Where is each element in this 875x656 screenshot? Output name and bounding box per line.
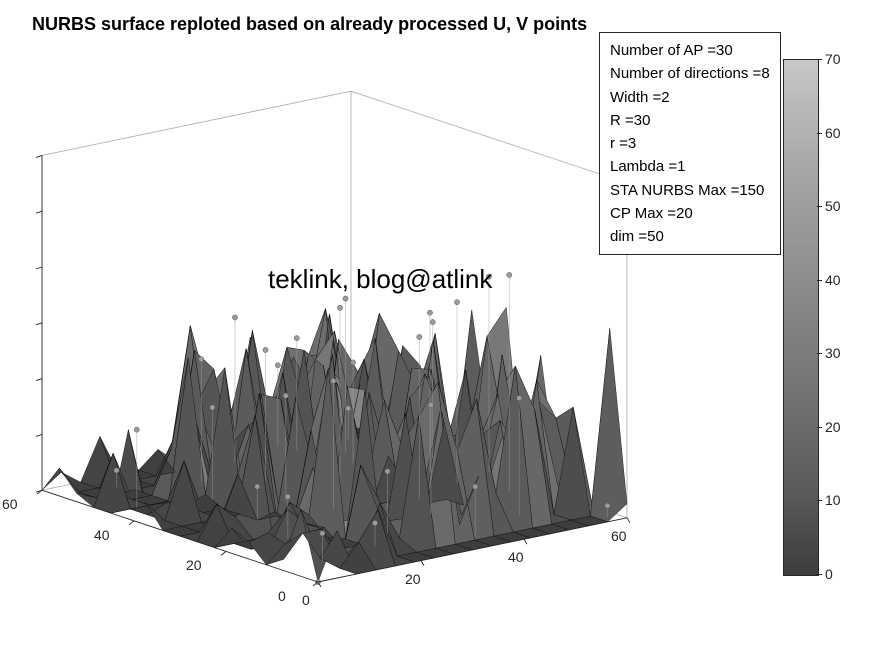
colorbar-tick-label: 30 (825, 345, 841, 361)
axis-tick-label: 20 (405, 571, 421, 587)
colorbar-tick-label: 10 (825, 492, 841, 508)
parameters-legend: Number of AP =30Number of directions =8W… (599, 32, 781, 255)
axis-tick-label: 60 (611, 528, 627, 544)
legend-item: R =30 (610, 109, 770, 132)
axis-tick-label: 40 (94, 527, 110, 543)
colorbar-tick-label: 50 (825, 198, 841, 214)
legend-item: Width =2 (610, 86, 770, 109)
colorbar-tick-label: 20 (825, 419, 841, 435)
colorbar-tick-label: 60 (825, 125, 841, 141)
legend-item: dim =50 (610, 225, 770, 248)
colorbar-tick-mark (817, 427, 822, 428)
colorbar-tick-label: 70 (825, 51, 841, 67)
colorbar-tick-label: 0 (825, 566, 833, 582)
legend-item: STA NURBS Max =150 (610, 179, 770, 202)
watermark-text: teklink, blog@atlink (268, 264, 492, 295)
legend-item: Number of AP =30 (610, 39, 770, 62)
nurbs-surface-mesh (42, 307, 627, 582)
legend-item: r =3 (610, 132, 770, 155)
colorbar (783, 59, 819, 576)
axis-tick-label: 60 (2, 496, 18, 512)
colorbar-tick-mark (817, 500, 822, 501)
colorbar-tick-mark (817, 574, 822, 575)
colorbar-tick-mark (817, 59, 822, 60)
colorbar-tick-mark (817, 206, 822, 207)
colorbar-tick-mark (817, 353, 822, 354)
axis-tick-label: 0 (302, 592, 310, 608)
figure-canvas: { "figure": { "width": 875, "height": 65… (0, 0, 875, 656)
colorbar-tick-mark (817, 280, 822, 281)
colorbar-tick-label: 40 (825, 272, 841, 288)
axis-tick-label: 20 (186, 557, 202, 573)
axis-tick-label: 40 (508, 549, 524, 565)
legend-item: Lambda =1 (610, 155, 770, 178)
legend-item: Number of directions =8 (610, 62, 770, 85)
axis-tick-label: 0 (278, 588, 286, 604)
colorbar-tick-mark (817, 133, 822, 134)
legend-item: CP Max =20 (610, 202, 770, 225)
